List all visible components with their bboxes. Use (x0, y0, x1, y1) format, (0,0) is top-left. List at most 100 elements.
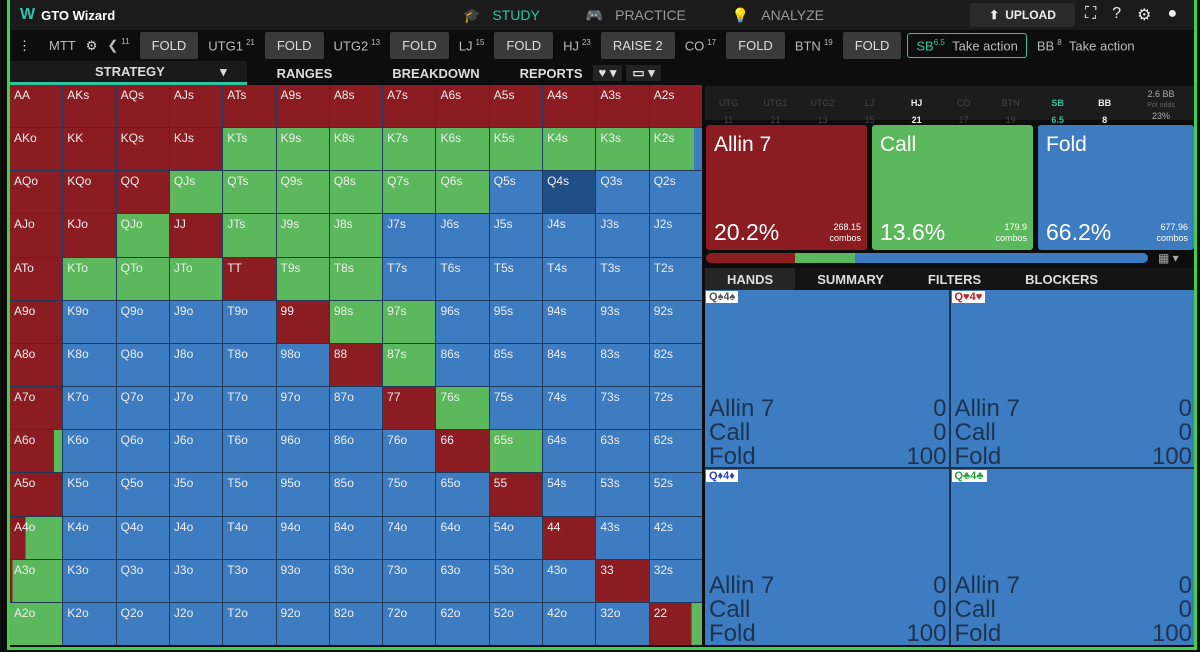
hand-cell[interactable]: 95o (276, 473, 329, 516)
action-fold[interactable]: FOLD (264, 32, 324, 59)
position-co[interactable]: CO 17 (684, 37, 717, 54)
hand-cell[interactable]: Q2s (649, 171, 702, 214)
hand-cell[interactable]: J4s (543, 214, 596, 257)
strip-position[interactable]: SB 6.5 (1051, 98, 1064, 125)
hand-cell[interactable]: QQ (116, 171, 169, 214)
hand-cell[interactable]: A2o (10, 602, 63, 645)
tab-reports[interactable]: REPORTS (519, 65, 583, 81)
hand-cell[interactable]: 99 (276, 300, 329, 343)
back-button[interactable]: ❮ 11 (107, 37, 130, 53)
hand-cell[interactable]: JJ (169, 214, 223, 257)
hand-cell[interactable]: 32o (596, 602, 649, 645)
hand-cell[interactable]: 74s (543, 387, 596, 430)
hand-cell[interactable]: A6o (10, 430, 63, 473)
tab-strategy[interactable]: STRATEGY ▾ (10, 61, 247, 85)
strip-position[interactable]: UTG2 13 (810, 98, 835, 125)
hand-cell[interactable]: AQs (116, 85, 169, 128)
hand-cell[interactable]: ATo (10, 257, 63, 300)
hand-cell[interactable]: 85s (489, 343, 543, 387)
hand-cell[interactable]: 96s (436, 300, 489, 343)
hand-cell[interactable]: J7o (169, 387, 223, 430)
hand-cell[interactable]: Q5o (116, 473, 169, 516)
hand-cell[interactable]: 32s (649, 559, 702, 602)
hand-cell[interactable]: 22 (649, 602, 702, 645)
help-icon[interactable]: ? (1112, 5, 1122, 22)
hand-cell[interactable]: T8s (329, 257, 383, 300)
logo[interactable]: W GTO Wizard (20, 6, 116, 23)
hand-cell[interactable]: Q5s (489, 171, 543, 214)
hand-cell[interactable]: A5s (489, 85, 543, 128)
hand-cell[interactable]: 76o (383, 430, 436, 473)
hand-cell[interactable]: A4s (543, 85, 596, 128)
hand-cell[interactable]: Q6o (116, 430, 169, 473)
scan-icon[interactable]: ⛶ (1085, 5, 1097, 22)
hand-cell[interactable]: K4o (63, 516, 116, 559)
hand-cell[interactable]: 93o (276, 559, 329, 602)
hand-cell[interactable]: 53o (489, 559, 543, 602)
hand-cell[interactable]: K7o (63, 387, 116, 430)
hand-cell[interactable]: 82o (329, 602, 383, 645)
hand-cell[interactable]: T9s (276, 257, 329, 300)
tab-breakdown[interactable]: BREAKDOWN (392, 65, 480, 81)
settings-icon[interactable]: ⚙ (1137, 7, 1152, 24)
hand-cell[interactable]: 87s (383, 343, 436, 387)
hand-cell[interactable]: A3o (10, 559, 63, 602)
hand-cell[interactable]: 63s (596, 430, 649, 473)
hand-cell[interactable]: KK (63, 128, 116, 171)
position-utg1[interactable]: UTG1 21 (208, 37, 255, 54)
hand-cell[interactable]: Q4s (543, 171, 596, 214)
hand-cell[interactable]: 73o (383, 559, 436, 602)
hand-cell[interactable]: 83o (329, 559, 383, 602)
action-call[interactable]: Call 13.6% 179.9 combos (872, 125, 1033, 250)
upload-button[interactable]: ⬆ UPLOAD (970, 3, 1075, 27)
hand-cell[interactable]: J2o (169, 602, 223, 645)
hand-cell[interactable]: T3s (596, 257, 649, 300)
hand-cell[interactable]: 63o (436, 559, 489, 602)
position-lj[interactable]: LJ 15 (458, 37, 485, 54)
hand-cell[interactable]: 42s (649, 516, 702, 559)
hand-cell[interactable]: 52o (489, 602, 543, 645)
strip-position[interactable]: CO 17 (956, 98, 971, 125)
hand-cell[interactable]: 87o (329, 387, 383, 430)
hand-cell[interactable]: 97s (383, 300, 436, 343)
tab-summary[interactable]: SUMMARY (817, 271, 884, 287)
hand-cell[interactable]: A7o (10, 387, 63, 430)
tab-filters[interactable]: FILTERS (927, 271, 982, 287)
hand-cell[interactable]: T4s (543, 257, 596, 300)
hand-cell[interactable]: K3o (63, 559, 116, 602)
hand-cell[interactable]: J9o (169, 300, 223, 343)
position-hj[interactable]: HJ 23 (563, 37, 591, 54)
hand-cell[interactable]: A6s (436, 85, 489, 128)
hand-cell[interactable]: T7o (223, 387, 276, 430)
nav-practice[interactable]: 🎮 PRACTICE (585, 6, 686, 23)
action-raise-2[interactable]: RAISE 2 (600, 32, 675, 59)
hand-cell[interactable]: 72o (383, 602, 436, 645)
action-fold[interactable]: FOLD (726, 32, 785, 59)
hand-cell[interactable]: T7s (383, 257, 436, 300)
hand-cell[interactable]: A2s (649, 85, 702, 128)
hand-cell[interactable]: 62o (436, 602, 489, 645)
hand-cell[interactable]: A9o (10, 300, 63, 343)
hand-cell[interactable]: Q2o (116, 602, 169, 645)
action-allin[interactable]: Allin 7 20.2% 268.15 combos (706, 125, 867, 250)
hand-cell[interactable]: 86s (436, 343, 489, 387)
hand-cell[interactable]: 42o (543, 602, 596, 645)
hand-cell[interactable]: QTs (223, 171, 276, 214)
hand-cell[interactable]: 84s (543, 343, 596, 387)
hand-cell[interactable]: 75o (383, 473, 436, 516)
hand-cell[interactable]: 96o (276, 430, 329, 473)
hand-cell[interactable]: 98s (329, 300, 383, 343)
hand-cell[interactable]: AJs (169, 85, 223, 128)
hand-cell[interactable]: A7s (383, 85, 436, 128)
hand-cell[interactable]: KQo (63, 171, 116, 214)
hand-cell[interactable]: J3s (596, 214, 649, 257)
hand-cell[interactable]: 44 (543, 516, 596, 559)
hand-cell[interactable]: 54s (543, 473, 596, 516)
hand-cell[interactable]: 85o (329, 473, 383, 516)
menu-icon[interactable]: ⋮ (18, 37, 31, 53)
hand-cell[interactable]: 55 (489, 473, 543, 516)
action-fold[interactable]: FOLD (842, 32, 902, 59)
hand-cell[interactable]: K8s (329, 128, 383, 171)
hand-cell[interactable]: T9o (223, 300, 276, 343)
hand-cell[interactable]: 33 (596, 559, 649, 602)
